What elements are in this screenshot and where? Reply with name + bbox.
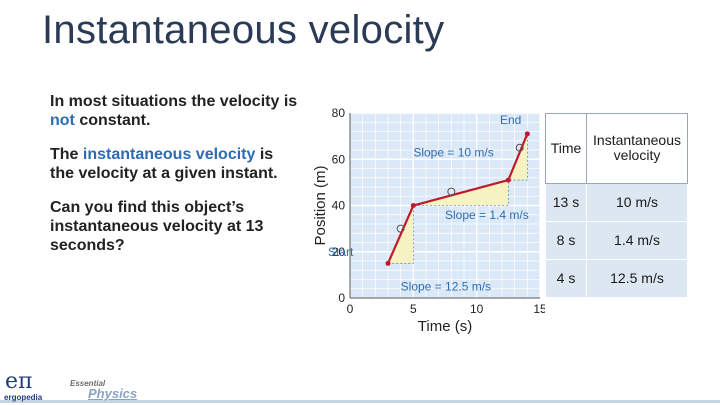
instant-marker <box>396 224 405 233</box>
start-label: Start <box>328 245 354 259</box>
y-tick-label: 60 <box>332 152 346 166</box>
slope-label: Slope = 10 m/s <box>413 145 493 159</box>
cell-velocity: 10 m/s <box>586 182 688 222</box>
cell-time: 8 s <box>545 220 587 260</box>
physics-label: Physics <box>88 386 138 401</box>
footer-divider <box>0 400 720 403</box>
axes <box>349 113 540 299</box>
ergopedia-logo: eπ <box>5 369 33 394</box>
data-line <box>385 131 530 266</box>
y-tick-label: 0 <box>338 291 345 305</box>
cell-velocity: 12.5 m/s <box>586 258 688 299</box>
tick-labels: 0 5 10 15 0 20 40 60 80 <box>332 106 545 316</box>
header-time: Time <box>545 113 587 184</box>
velocity-table: Time Instantaneous velocity 13 s 10 m/s … <box>545 113 688 299</box>
x-tick-label: 5 <box>410 302 417 316</box>
slope-label: Slope = 1.4 m/s <box>445 208 529 222</box>
ergopedia-logo-text: ergopedia <box>4 393 43 402</box>
header-velocity: Instantaneous velocity <box>586 113 688 184</box>
table-row: 4 s 12.5 m/s <box>545 258 688 299</box>
table-row: 8 s 1.4 m/s <box>545 220 688 260</box>
x-tick-label: 15 <box>533 302 545 316</box>
data-point <box>410 203 416 208</box>
table-header-row: Time Instantaneous velocity <box>545 113 688 184</box>
bullet-1-text: In most situations the velocity is <box>50 93 298 110</box>
bullet-2-text: The <box>50 146 83 163</box>
y-tick-label: 80 <box>332 106 346 120</box>
bullet-2-highlight: instantaneous velocity <box>82 146 256 163</box>
y-tick-label: 20 <box>332 245 346 259</box>
instant-marker <box>447 187 456 196</box>
data-point <box>385 260 391 266</box>
y-tick-label: 40 <box>332 199 346 213</box>
table-row: 13 s 10 m/s <box>545 182 688 222</box>
bullet-2-text-end: is the velocity at a given instant. <box>50 146 278 182</box>
cell-time: 4 s <box>545 258 587 299</box>
x-axis-label: Time (s) <box>418 318 472 335</box>
bullet-3: Can you find this object’s instantaneous… <box>50 199 264 254</box>
slope-label: Slope = 12.5 m/s <box>401 279 491 293</box>
position-line <box>386 133 529 264</box>
annotations: Start End Slope = 12.5 m/s Slope = 1.4 m/s S… <box>328 113 529 294</box>
cell-time: 13 s <box>545 182 587 222</box>
position-time-graph: 0 5 10 15 0 20 40 60 80 Start End Slope = 12.5 m/s… <box>312 106 545 335</box>
data-point <box>524 131 530 137</box>
y-axis-label: Position (m) <box>312 165 329 245</box>
bullet-1: In most situations the velocity is not c… <box>50 92 300 130</box>
x-tick-label: 10 <box>470 302 484 316</box>
essential-label: Essential <box>70 379 106 388</box>
bullet-1-highlight: not <box>50 112 75 129</box>
data-point <box>505 177 511 183</box>
bullet-list: In most situations the velocity is not c… <box>50 92 300 270</box>
bullet-1-text-end: constant. <box>74 112 151 129</box>
instant-marker <box>515 143 524 152</box>
cell-velocity: 1.4 m/s <box>586 220 688 260</box>
end-label: End <box>500 113 521 127</box>
x-tick-label: 0 <box>347 302 354 316</box>
bullet-2: The instantaneous velocity is the veloci… <box>50 145 300 183</box>
slide-title: Instantaneous velocity <box>42 8 445 52</box>
